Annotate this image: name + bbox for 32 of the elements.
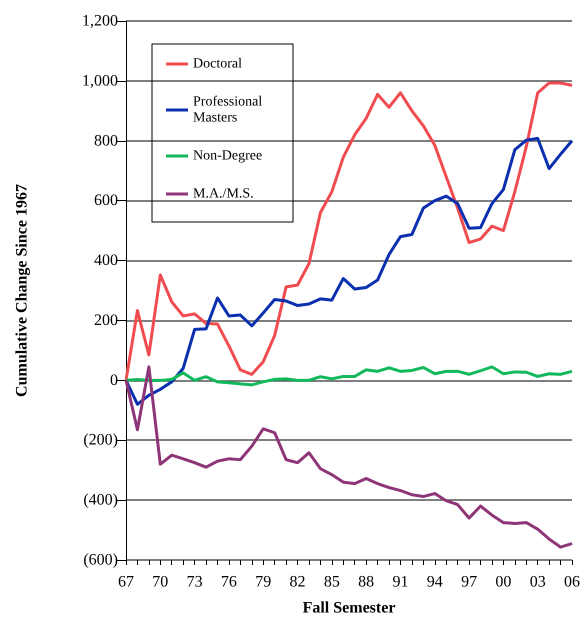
legend-label: Non-Degree <box>193 148 262 164</box>
x-axis-title: Fall Semester <box>302 600 396 616</box>
legend-label: M.A./M.S. <box>193 186 254 202</box>
x-tick-label: 00 <box>495 574 512 590</box>
x-tick-label: 94 <box>426 574 443 590</box>
legend-label: Doctoral <box>193 56 242 72</box>
y-tick-label: (200) <box>83 432 118 449</box>
x-tick-label: 88 <box>358 574 374 590</box>
y-tick-label: (400) <box>83 492 118 509</box>
x-tick-label: 91 <box>392 574 408 590</box>
y-tick-label: 1,200 <box>82 12 118 30</box>
x-tick-label: 82 <box>290 574 306 590</box>
x-tick-label: 03 <box>530 574 546 590</box>
x-tick-label: 06 <box>564 574 580 590</box>
x-tick-label: 76 <box>220 574 237 590</box>
x-tick-label: 73 <box>186 574 203 590</box>
line-series <box>124 365 574 386</box>
y-tick-label: 800 <box>94 132 118 150</box>
x-tick-label: 85 <box>324 574 340 590</box>
line-series <box>124 81 574 382</box>
y-tick-label: 1,000 <box>82 72 118 90</box>
x-tick-label: 79 <box>255 574 272 590</box>
x-tick-label: 70 <box>152 574 168 590</box>
x-tick-label: 67 <box>118 574 134 590</box>
legend-label: Professional Masters <box>193 94 266 126</box>
y-tick-label: 600 <box>94 192 118 210</box>
line-series <box>124 365 574 549</box>
x-tick-label: 97 <box>461 574 478 590</box>
y-axis-title: Cumulative Change Since 1967 <box>14 184 30 397</box>
y-tick-label: 200 <box>94 312 118 329</box>
y-tick-label: (600) <box>83 552 118 568</box>
y-tick-label: 400 <box>94 252 118 270</box>
